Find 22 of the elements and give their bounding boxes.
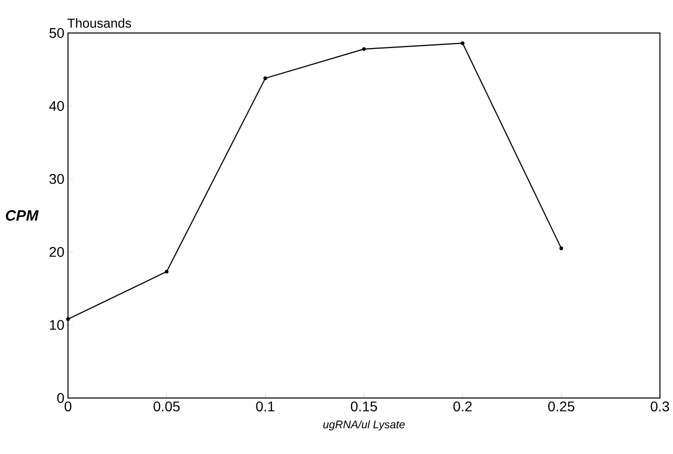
x-tick-label: 0 xyxy=(64,401,72,412)
text: Thousands xyxy=(68,18,132,28)
point xyxy=(362,47,366,51)
y-tick-label: 40 xyxy=(49,101,64,111)
y-tick-label: 30 xyxy=(49,174,64,184)
x-tick-label: 0.05 xyxy=(154,401,180,412)
point xyxy=(164,270,169,274)
point xyxy=(460,41,464,46)
x-tick-label: 0.25 xyxy=(548,401,574,412)
y-tick-label: 50 xyxy=(49,28,64,38)
point xyxy=(559,246,564,250)
y-tick-label: 10 xyxy=(50,320,64,330)
x-axis-title: ugRNA/ul Lysate xyxy=(323,420,405,431)
y-tick-label: 20 xyxy=(50,247,64,257)
point xyxy=(66,317,70,321)
x-tick-label: 0.3 xyxy=(650,401,670,412)
x-tick-label: 0.1 xyxy=(256,401,274,412)
x-tick-label: 0.2 xyxy=(453,401,472,412)
point xyxy=(263,76,268,80)
y-axis-title: CPM xyxy=(6,210,39,221)
x-tick-label: 0.15 xyxy=(350,401,377,412)
y-tick-label: 0 xyxy=(57,393,64,403)
